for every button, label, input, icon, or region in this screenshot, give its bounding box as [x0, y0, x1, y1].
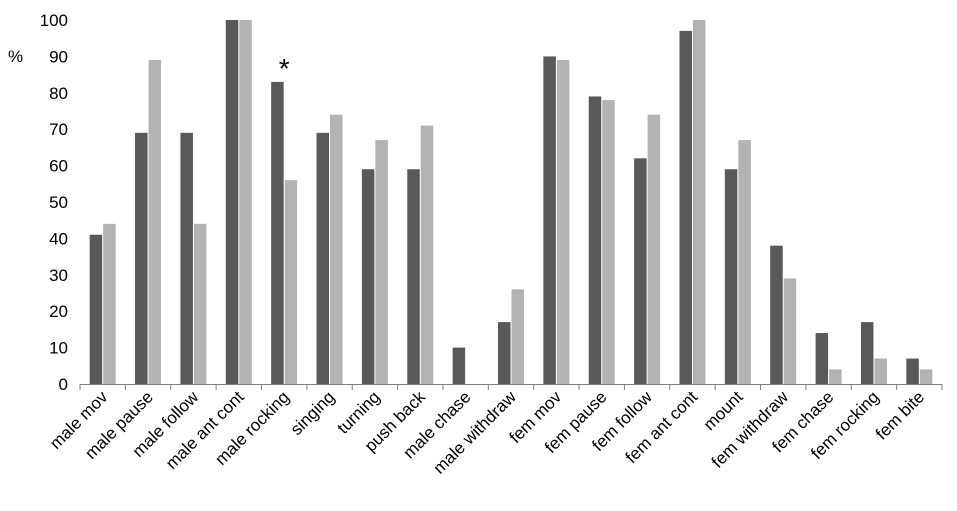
y-tick-label: 90	[49, 47, 68, 66]
bar-series-1	[452, 347, 466, 384]
bar-series-2	[193, 223, 207, 384]
y-tick-label: 10	[49, 339, 68, 358]
significance-asterisk: *	[279, 53, 290, 84]
bar-series-1	[361, 169, 375, 384]
bar-series-2	[284, 180, 298, 384]
bar-series-1	[906, 358, 919, 384]
y-axis-ticks: 0 10 20 30 40 50 60 70 80 90 100	[40, 11, 68, 394]
bar-series-2	[330, 114, 343, 384]
bar-series-1	[543, 56, 556, 385]
bar-series-1	[588, 96, 602, 384]
category-label: fem bite	[872, 387, 928, 443]
y-tick-label: 60	[49, 157, 68, 176]
bar-series-1	[271, 81, 284, 384]
y-tick-label: 40	[49, 229, 68, 248]
y-tick-label: 20	[49, 302, 68, 321]
bar-series-1	[180, 132, 193, 384]
y-tick-label: 100	[40, 11, 68, 30]
bar-series-2	[103, 223, 116, 384]
bar-series-2	[148, 60, 162, 384]
y-tick-label: 50	[49, 193, 68, 212]
y-tick-label: 0	[59, 375, 68, 394]
bar-series-2	[738, 140, 751, 384]
x-axis-tick-marks	[79, 384, 943, 390]
bar-series-2	[556, 60, 570, 384]
bar-series-2	[420, 125, 434, 384]
bar-series-2	[511, 289, 524, 384]
bar-series-1	[770, 245, 783, 384]
bar-series-2	[375, 140, 388, 384]
bar-series-2	[239, 20, 252, 384]
annotations: *	[279, 53, 290, 84]
bar-series-2	[874, 358, 887, 384]
bar-series-1	[815, 333, 829, 384]
bar-series-1	[225, 20, 239, 384]
bar-series-1	[407, 169, 420, 384]
bar-series-1	[724, 169, 738, 384]
bar-series-2	[919, 369, 933, 384]
bar-series-2	[647, 114, 661, 384]
bar-series-2	[602, 100, 615, 384]
bar-series-2	[783, 278, 797, 384]
bar-series-1	[135, 132, 148, 384]
y-axis-unit-label: %	[8, 47, 23, 66]
bar-series-1	[316, 132, 330, 384]
bars	[89, 20, 933, 385]
y-tick-label: 30	[49, 266, 68, 285]
bar-series-1	[634, 158, 647, 384]
y-tick-label: 70	[49, 120, 68, 139]
bar-series-2	[829, 369, 842, 384]
bar-series-1	[679, 30, 692, 384]
category-label: singing	[287, 387, 339, 439]
bar-series-1	[860, 322, 874, 384]
bar-series-2	[692, 20, 706, 384]
bar-series-1	[89, 234, 103, 384]
bar-series-1	[498, 322, 511, 384]
y-tick-label: 80	[49, 84, 68, 103]
